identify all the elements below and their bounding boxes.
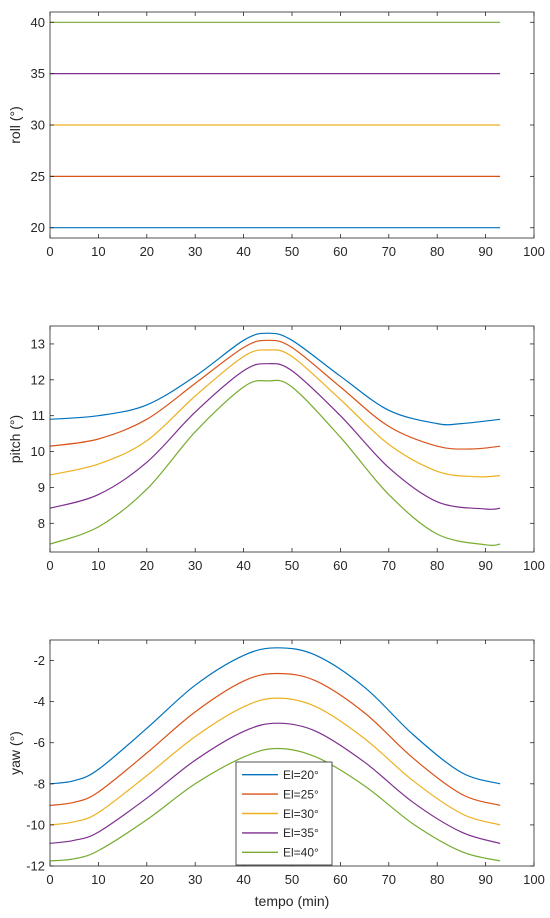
roll-x-tick-label: 50	[285, 244, 299, 259]
pitch-y-tick-label: 9	[38, 480, 45, 495]
legend-label-2: El=25°	[283, 787, 319, 801]
yaw-y-tick-label: -2	[33, 653, 45, 668]
legend-label-5: El=40°	[283, 846, 319, 860]
pitch-x-tick-label: 60	[333, 558, 347, 573]
yaw-x-tick-label: 0	[46, 872, 53, 887]
pitch-series-line-5	[49, 379, 501, 547]
roll-y-axis-label: roll (°)	[7, 106, 23, 143]
pitch-series-line-2	[49, 339, 501, 450]
yaw-x-tick-label: 60	[333, 872, 347, 887]
yaw-x-tick-label: 10	[91, 872, 105, 887]
pitch-y-axis-label: pitch (°)	[7, 415, 23, 463]
roll-y-tick-label: 25	[31, 169, 45, 184]
pitch-x-tick-label: 100	[523, 558, 545, 573]
yaw-y-axis-label: yaw (°)	[7, 731, 23, 775]
legend: El=20° El=25° El=30° El=35° El=40°	[235, 761, 333, 866]
pitch-x-tick-label: 10	[91, 558, 105, 573]
yaw-x-tick-label: 20	[140, 872, 154, 887]
yaw-series-line-3	[49, 697, 501, 826]
pitch-series-line-4	[49, 363, 501, 510]
roll-x-tick-label: 10	[91, 244, 105, 259]
legend-label-4: El=35°	[283, 826, 319, 840]
yaw-x-axis-label: tempo (min)	[255, 893, 330, 909]
yaw-x-tick-label: 70	[382, 872, 396, 887]
roll-x-tick-label: 20	[140, 244, 154, 259]
yaw-x-tick-label: 50	[285, 872, 299, 887]
pitch-x-tick-label: 90	[478, 558, 492, 573]
yaw-y-tick-label: -6	[33, 735, 45, 750]
roll-x-tick-label: 90	[478, 244, 492, 259]
yaw-x-tick-label: 90	[478, 872, 492, 887]
yaw-y-tick-label: -4	[33, 694, 45, 709]
roll-y-tick-label: 40	[31, 15, 45, 30]
roll-x-tick-label: 60	[333, 244, 347, 259]
pitch-y-tick-label: 10	[31, 444, 45, 459]
roll-y-tick-label: 20	[31, 220, 45, 235]
roll-x-tick-label: 40	[236, 244, 250, 259]
yaw-series-line-5	[49, 747, 501, 862]
yaw-y-tick-label: -12	[26, 859, 45, 874]
yaw-x-tick-label: 100	[523, 872, 545, 887]
roll-x-tick-label: 100	[523, 244, 545, 259]
pitch-y-tick-label: 12	[31, 372, 45, 387]
pitch-y-tick-label: 13	[31, 336, 45, 351]
pitch-y-tick-label: 8	[38, 516, 45, 531]
pitch-series-line-3	[49, 349, 501, 478]
pitch-x-tick-label: 0	[46, 558, 53, 573]
roll-x-tick-label: 0	[46, 244, 53, 259]
legend-label-3: El=30°	[283, 807, 319, 821]
yaw-panel: 0 10 20 30 40 50 60 70 80 90 100 -12 -10 -8 -6 -4 -2 yaw …	[7, 639, 545, 909]
roll-x-tick-label: 70	[382, 244, 396, 259]
pitch-x-tick-label: 30	[188, 558, 202, 573]
yaw-x-tick-label: 40	[236, 872, 250, 887]
yaw-series-line-1	[49, 647, 501, 785]
pitch-x-tick-label: 80	[430, 558, 444, 573]
yaw-y-tick-label: -10	[26, 817, 45, 832]
yaw-x-tick-label: 30	[188, 872, 202, 887]
pitch-x-tick-label: 20	[140, 558, 154, 573]
roll-x-tick-label: 80	[430, 244, 444, 259]
roll-x-tick-label: 30	[188, 244, 202, 259]
pitch-x-tick-label: 40	[236, 558, 250, 573]
yaw-x-tick-label: 80	[430, 872, 444, 887]
pitch-plot-area	[50, 326, 534, 552]
legend-label-1: El=20°	[283, 768, 319, 782]
roll-y-tick-label: 30	[31, 118, 45, 133]
yaw-series-line-2	[49, 672, 501, 806]
pitch-series-line-1	[49, 332, 501, 426]
yaw-y-tick-label: -8	[33, 776, 45, 791]
pitch-x-tick-label: 50	[285, 558, 299, 573]
pitch-y-tick-label: 11	[32, 408, 46, 423]
roll-y-tick-label: 35	[31, 66, 45, 81]
yaw-series-line-4	[49, 722, 501, 844]
pitch-panel: 0 10 20 30 40 50 60 70 80 90 100 8 9 10 11 12 13 pitch (°…	[7, 325, 545, 573]
roll-panel: 0 10 20 30 40 50 60 70 80 90 100 20 25 30 35 40 roll (°)	[7, 11, 545, 259]
pitch-x-tick-label: 70	[382, 558, 396, 573]
